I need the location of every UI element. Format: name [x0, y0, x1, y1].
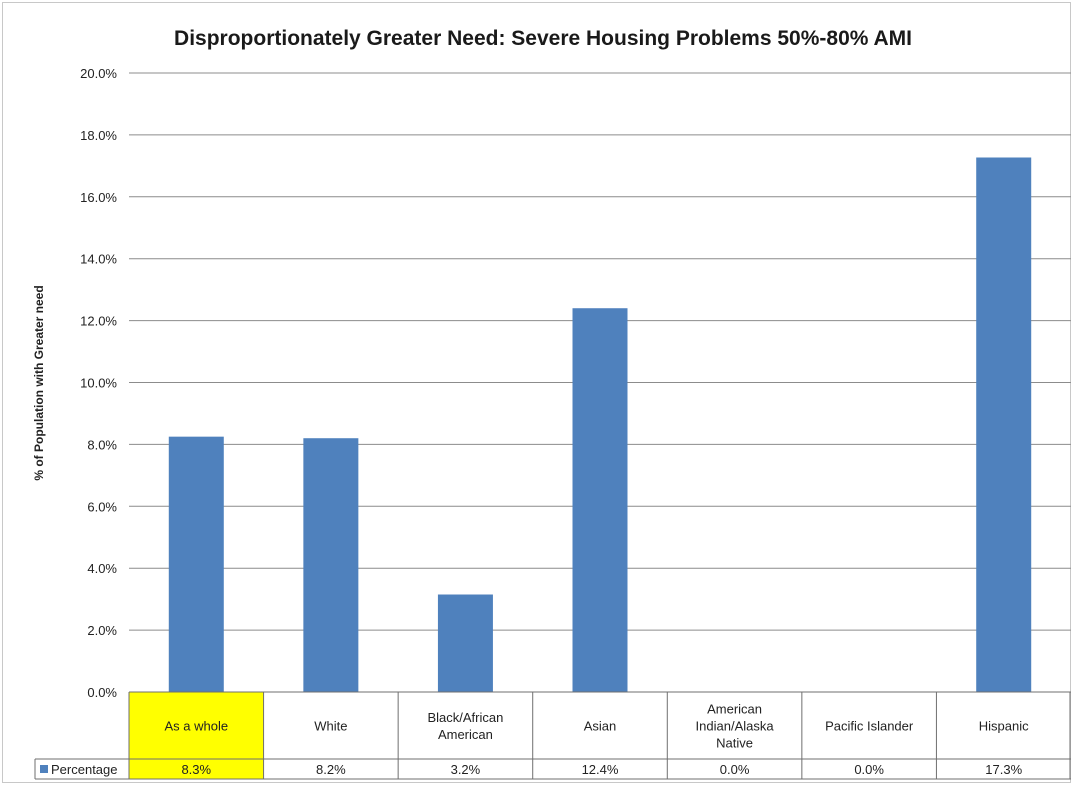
- data-value-label: 8.2%: [316, 762, 346, 777]
- category-label: White: [314, 719, 347, 734]
- data-value-label: 12.4%: [582, 762, 619, 777]
- legend-key: [40, 765, 48, 773]
- category-label: Pacific Islander: [825, 719, 914, 734]
- data-value-label: 3.2%: [451, 762, 481, 777]
- chart-title: Disproportionately Greater Need: Severe …: [174, 27, 912, 50]
- y-tick-label: 12.0%: [80, 314, 117, 329]
- bars: [168, 157, 1032, 692]
- bar: [572, 308, 628, 692]
- y-tick-label: 4.0%: [87, 561, 117, 576]
- category-label: American: [438, 727, 493, 742]
- data-value-label: 0.0%: [720, 762, 750, 777]
- bar: [976, 157, 1032, 692]
- data-table: As a whole White Black/African American Asia…: [34, 691, 1071, 780]
- y-tick-labels: 0.0% 2.0% 4.0% 6.0% 8.0% 10.0% 12.0% 14.0% 16.0%…: [80, 66, 117, 700]
- y-tick-label: 14.0%: [80, 252, 117, 267]
- data-value-label: 8.3%: [181, 762, 211, 777]
- y-tick-label: 18.0%: [80, 128, 117, 143]
- y-tick-label: 2.0%: [87, 623, 117, 638]
- y-tick-label: 20.0%: [80, 66, 117, 81]
- category-label: As a whole: [164, 719, 228, 734]
- bar: [168, 436, 224, 692]
- category-label: Asian: [584, 719, 617, 734]
- y-tick-label: 8.0%: [87, 437, 117, 452]
- y-tick-label: 0.0%: [87, 685, 117, 700]
- bar: [437, 594, 493, 692]
- category-label: Indian/Alaska: [696, 719, 775, 734]
- y-tick-label: 6.0%: [87, 499, 117, 514]
- highlight-cell: [129, 692, 264, 779]
- chart-svg: Disproportionately Greater Need: Severe …: [32, 27, 1071, 780]
- category-label: Black/African: [427, 710, 503, 725]
- category-label: Native: [716, 736, 753, 751]
- y-axis-label: % of Population with Greater need: [32, 285, 46, 480]
- legend-series-name: Percentage: [51, 762, 118, 777]
- data-value-label: 17.3%: [985, 762, 1022, 777]
- y-tick-label: 16.0%: [80, 190, 117, 205]
- category-label: American: [707, 702, 762, 717]
- category-label: Hispanic: [979, 719, 1029, 734]
- y-tick-label: 10.0%: [80, 376, 117, 391]
- data-value-label: 0.0%: [854, 762, 884, 777]
- bar: [303, 438, 359, 692]
